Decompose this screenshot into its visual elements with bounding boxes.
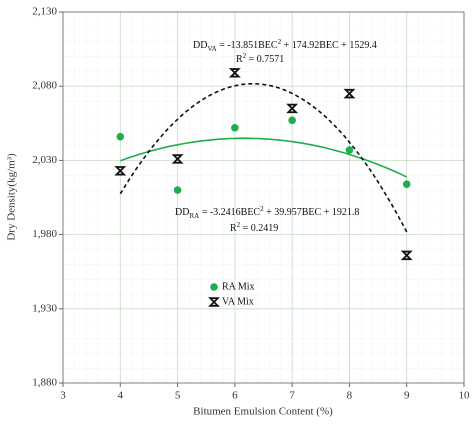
trend-equation: DDVA = -13.851BEC2 + 174.92BEC + 1529.4 bbox=[193, 38, 377, 53]
text-part: + 174.92BEC + 1529.4 bbox=[281, 40, 377, 51]
x-tick-label: 4 bbox=[118, 390, 124, 402]
point bbox=[288, 116, 296, 125]
x-axis-label: Bitumen Emulsion Content (%) bbox=[193, 406, 333, 418]
text-part: = -3.2416BEC bbox=[199, 207, 260, 218]
legend-marker bbox=[208, 297, 220, 307]
x-tick-label: 8 bbox=[347, 390, 353, 402]
text-part: RA bbox=[189, 212, 199, 220]
point bbox=[400, 250, 413, 261]
legend-marker bbox=[210, 283, 218, 291]
x-tick-label: 5 bbox=[175, 390, 181, 402]
x-tick-label: 9 bbox=[404, 390, 410, 402]
text-part: = -13.851BEC bbox=[217, 40, 278, 51]
y-tick-label: 2,130 bbox=[32, 6, 57, 18]
point bbox=[173, 186, 182, 194]
point bbox=[171, 154, 184, 164]
text-part: = 0.7571 bbox=[246, 54, 284, 65]
text-part: = 0.2419 bbox=[240, 223, 278, 234]
point bbox=[231, 123, 239, 132]
point bbox=[116, 132, 125, 141]
text-part: + 39.957BEC + 1921.8 bbox=[264, 207, 360, 218]
x-tick-label: 6 bbox=[232, 390, 238, 402]
x-tick-label: 10 bbox=[459, 390, 471, 402]
y-tick-label: 1,880 bbox=[32, 377, 57, 389]
text-part: 2 bbox=[237, 221, 241, 229]
y-axis-label: Dry Density(kg/m³) bbox=[6, 153, 18, 241]
point bbox=[286, 103, 299, 114]
trend-equation: DDRA = -3.2416BEC2 + 39.957BEC + 1921.8 bbox=[175, 205, 359, 220]
r-squared: R2 = 0.2419 bbox=[230, 221, 278, 235]
y-tick-label: 2,030 bbox=[32, 154, 57, 166]
text-part: 2 bbox=[243, 52, 247, 60]
text-part: DD bbox=[175, 207, 189, 218]
y-tick-label: 1,930 bbox=[32, 302, 57, 314]
point bbox=[402, 180, 411, 188]
y-tick-label: 2,080 bbox=[32, 80, 57, 92]
text-part: R bbox=[230, 223, 237, 234]
point bbox=[114, 166, 127, 176]
text-part: VA bbox=[207, 45, 216, 53]
legend-label: VA Mix bbox=[222, 296, 254, 307]
text-part: DD bbox=[193, 40, 207, 51]
point bbox=[228, 68, 241, 78]
r-squared: R2 = 0.7571 bbox=[236, 52, 284, 66]
minor-grid bbox=[63, 12, 464, 383]
text-part: R bbox=[236, 54, 243, 65]
plot-border bbox=[62, 11, 465, 384]
point bbox=[345, 146, 354, 154]
x-tick-label: 7 bbox=[289, 390, 295, 402]
x-tick-label: 3 bbox=[60, 390, 66, 402]
y-tick-label: 1,980 bbox=[32, 228, 57, 240]
trendline bbox=[119, 83, 408, 233]
text-part: 2 bbox=[260, 205, 264, 213]
text-part: 2 bbox=[278, 38, 282, 46]
point bbox=[343, 88, 356, 99]
trendline bbox=[120, 137, 408, 178]
legend-label: RA Mix bbox=[222, 281, 255, 292]
